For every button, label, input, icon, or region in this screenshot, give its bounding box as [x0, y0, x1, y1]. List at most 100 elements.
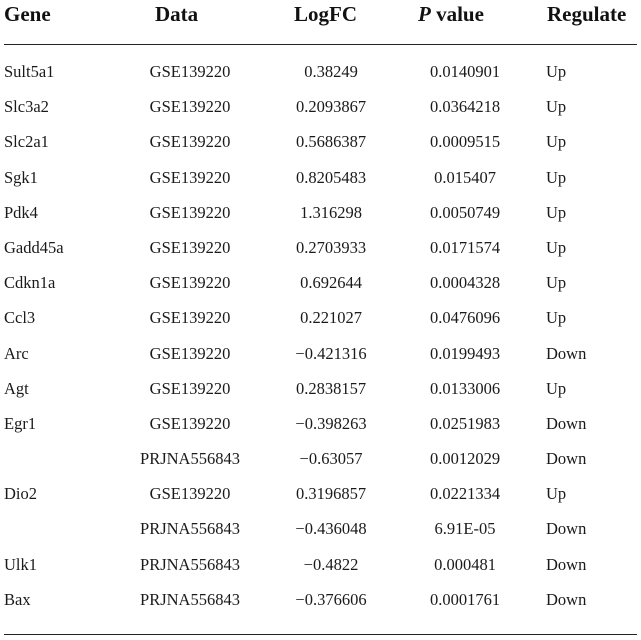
table-row: Sgk1 GSE139220 0.8205483 0.015407 Up [0, 168, 641, 203]
cell-data: GSE139220 [149, 378, 231, 398]
cell-logfc: 0.2838157 [295, 378, 367, 398]
cell-p-value: 0.0050749 [429, 202, 501, 222]
cell-data: GSE139220 [149, 343, 231, 363]
cell-p-value: 0.0251983 [429, 413, 501, 433]
cell-logfc: 0.3196857 [295, 484, 367, 504]
cell-data: PRJNA556843 [140, 554, 240, 574]
cell-data: GSE139220 [149, 308, 231, 328]
cell-regulate: Down [546, 554, 587, 574]
cell-p-value: 0.0001761 [429, 589, 501, 609]
cell-regulate: Up [546, 167, 567, 187]
cell-data: GSE139220 [149, 132, 231, 152]
table-row: Ulk1 PRJNA556843 −0.4822 0.000481 Down [0, 555, 641, 590]
table-body: Sult5a1 GSE139220 0.38249 0.0140901 Up S… [0, 62, 641, 625]
table-row: Egr1 GSE139220 −0.398263 0.0251983 Down [0, 414, 641, 449]
table-row: Agt GSE139220 0.2838157 0.0133006 Up [0, 379, 641, 414]
cell-logfc: 1.316298 [300, 202, 362, 222]
table-row: Sult5a1 GSE139220 0.38249 0.0140901 Up [0, 62, 641, 97]
cell-regulate: Up [546, 202, 567, 222]
cell-logfc: −0.376606 [295, 589, 367, 609]
cell-p-value: 0.0199493 [429, 343, 501, 363]
cell-data: GSE139220 [149, 273, 231, 293]
cell-logfc: 0.5686387 [295, 132, 367, 152]
cell-regulate: Up [546, 237, 567, 257]
header-gene: Gene [4, 2, 51, 26]
table-top-rule [4, 44, 637, 45]
cell-gene: Slc3a2 [4, 97, 49, 117]
cell-p-value: 0.0476096 [429, 308, 501, 328]
cell-data: GSE139220 [149, 62, 231, 81]
cell-data: PRJNA556843 [140, 449, 240, 469]
cell-logfc: 0.38249 [304, 62, 358, 81]
cell-data: GSE139220 [149, 202, 231, 222]
cell-regulate: Up [546, 308, 567, 328]
cell-gene: Dio2 [4, 484, 37, 504]
header-data: Data [155, 2, 199, 26]
cell-gene: Gadd45a [4, 237, 64, 257]
table-row: PRJNA556843 −0.63057 0.0012029 Down [0, 449, 641, 484]
cell-data: GSE139220 [149, 413, 231, 433]
table-bottom-rule [4, 634, 637, 635]
cell-gene: Ccl3 [4, 308, 36, 328]
cell-data: GSE139220 [149, 237, 231, 257]
cell-gene: Bax [4, 589, 31, 609]
cell-logfc: −0.421316 [295, 343, 367, 363]
table-row: Slc2a1 GSE139220 0.5686387 0.0009515 Up [0, 132, 641, 167]
cell-logfc: 0.8205483 [295, 167, 367, 187]
cell-regulate: Up [546, 132, 567, 152]
cell-regulate: Down [546, 343, 587, 363]
cell-p-value: 0.0140901 [429, 62, 501, 81]
header-p-rest: value [430, 2, 484, 26]
cell-logfc: 0.692644 [300, 273, 362, 293]
cell-data: PRJNA556843 [140, 519, 240, 539]
cell-p-value: 0.0364218 [429, 97, 501, 117]
cell-p-value: 0.015407 [434, 167, 496, 187]
cell-regulate: Down [546, 449, 587, 469]
cell-data: GSE139220 [149, 484, 231, 504]
cell-logfc: 0.221027 [300, 308, 362, 328]
cell-gene: Sult5a1 [4, 62, 55, 81]
cell-regulate: Down [546, 519, 587, 539]
table-row: Ccl3 GSE139220 0.221027 0.0476096 Up [0, 308, 641, 343]
cell-data: GSE139220 [149, 97, 231, 117]
table-row: Dio2 GSE139220 0.3196857 0.0221334 Up [0, 484, 641, 519]
table-row: Cdkn1a GSE139220 0.692644 0.0004328 Up [0, 273, 641, 308]
cell-logfc: −0.398263 [295, 413, 367, 433]
cell-gene: Cdkn1a [4, 273, 56, 293]
cell-p-value: 0.0004328 [429, 273, 501, 293]
cell-logfc: −0.436048 [295, 519, 367, 539]
cell-gene: Ulk1 [4, 554, 37, 574]
cell-p-value: 0.0012029 [429, 449, 501, 469]
cell-regulate: Up [546, 62, 567, 81]
cell-logfc: −0.63057 [299, 449, 363, 469]
cell-p-value: 0.000481 [434, 554, 496, 574]
table-row: Bax PRJNA556843 −0.376606 0.0001761 Down [0, 590, 641, 625]
cell-gene: Sgk1 [4, 167, 38, 187]
cell-p-value: 0.0009515 [429, 132, 501, 152]
table-row: Gadd45a GSE139220 0.2703933 0.0171574 Up [0, 238, 641, 273]
cell-regulate: Up [546, 378, 567, 398]
cell-p-value: 0.0171574 [429, 237, 501, 257]
cell-logfc: −0.4822 [303, 554, 359, 574]
cell-p-value: 0.0133006 [429, 378, 501, 398]
header-logfc: LogFC [294, 2, 357, 26]
header-regulate: Regulate [547, 2, 627, 26]
table-row: Arc GSE139220 −0.421316 0.0199493 Down [0, 344, 641, 379]
cell-gene: Arc [4, 343, 29, 363]
table-row: PRJNA556843 −0.436048 6.91E-05 Down [0, 519, 641, 554]
cell-gene: Agt [4, 378, 29, 398]
cell-regulate: Down [546, 589, 587, 609]
cell-data: GSE139220 [149, 167, 231, 187]
cell-logfc: 0.2093867 [295, 97, 367, 117]
cell-p-value: 6.91E-05 [434, 519, 496, 539]
table-header-row: Gene Data LogFC P value Regulate [0, 0, 641, 32]
cell-gene: Slc2a1 [4, 132, 49, 152]
cell-regulate: Up [546, 97, 567, 117]
table-row: Slc3a2 GSE139220 0.2093867 0.0364218 Up [0, 97, 641, 132]
cell-regulate: Up [546, 273, 567, 293]
cell-logfc: 0.2703933 [295, 237, 367, 257]
header-p-value: P value [418, 2, 484, 27]
cell-gene: Pdk4 [4, 202, 38, 222]
cell-gene: Egr1 [4, 413, 37, 433]
